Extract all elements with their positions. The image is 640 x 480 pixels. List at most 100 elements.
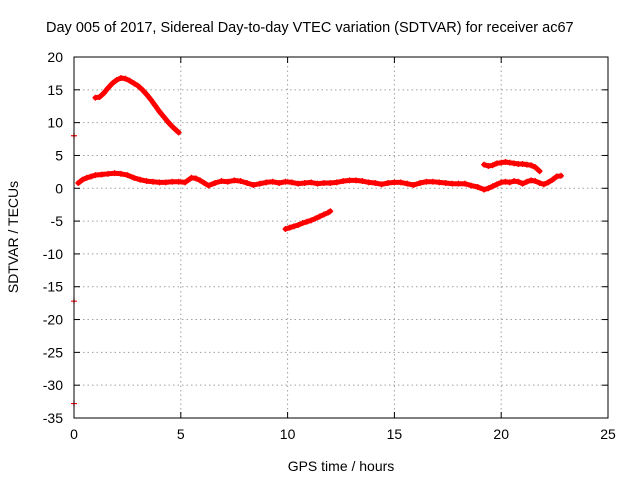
data-point <box>372 180 379 187</box>
data-point <box>188 174 195 181</box>
data-point <box>201 180 208 187</box>
data-point <box>442 180 449 187</box>
data-point <box>523 161 530 168</box>
data-point <box>489 183 496 190</box>
data-point <box>250 181 257 188</box>
data-point <box>263 179 270 186</box>
data-point <box>346 177 353 184</box>
data-point <box>276 180 283 187</box>
data-point <box>192 175 199 182</box>
data-point <box>79 176 86 183</box>
data-point <box>423 178 430 185</box>
data-point <box>327 180 334 187</box>
data-point <box>378 181 385 188</box>
data-point <box>461 180 468 187</box>
data-points <box>71 75 565 407</box>
y-tick-label: -15 <box>43 279 63 295</box>
data-point <box>117 75 124 82</box>
data-point <box>308 179 315 186</box>
data-point <box>175 178 182 185</box>
data-point <box>485 162 492 169</box>
data-point <box>404 180 411 187</box>
data-point <box>391 179 398 186</box>
data-point <box>553 173 560 180</box>
chart-title: Day 005 of 2017, Sidereal Day-to-day VTE… <box>46 20 574 36</box>
data-point <box>139 86 146 93</box>
data-point <box>359 178 366 185</box>
data-point <box>474 183 481 190</box>
data-point <box>143 178 150 185</box>
data-point <box>92 94 99 101</box>
y-tick-label: 20 <box>47 49 63 65</box>
y-tick-label: -20 <box>43 312 63 328</box>
data-point <box>83 174 90 181</box>
data-point <box>301 180 308 187</box>
series-baseline <box>75 170 565 193</box>
data-point <box>515 178 522 185</box>
x-tick-label: 25 <box>600 426 616 442</box>
data-point <box>211 180 218 187</box>
data-point <box>162 179 169 186</box>
data-point <box>511 178 518 185</box>
data-point <box>164 118 171 125</box>
data-point <box>449 180 456 187</box>
data-point <box>320 211 327 218</box>
data-point <box>410 181 417 188</box>
data-point <box>493 160 500 167</box>
data-point <box>485 185 492 192</box>
data-point <box>130 80 137 87</box>
series-arc-high-early <box>92 75 182 136</box>
data-point <box>111 170 118 177</box>
data-point <box>295 222 302 229</box>
series-segment-negative <box>282 208 334 232</box>
data-point <box>137 176 144 183</box>
data-point <box>365 179 372 186</box>
data-point <box>286 224 293 231</box>
x-axis-label: GPS time / hours <box>288 458 395 474</box>
series-segment-upper-late <box>481 159 543 175</box>
y-tick-label: 10 <box>47 115 63 131</box>
data-point <box>92 172 99 179</box>
data-point <box>175 129 182 136</box>
data-point <box>320 180 327 187</box>
data-point <box>549 176 556 183</box>
grid <box>74 57 608 418</box>
data-point <box>88 173 95 180</box>
y-axis-label: SDTVAR / TECUs <box>5 181 21 293</box>
data-point <box>282 225 289 232</box>
data-point <box>156 179 163 186</box>
data-point <box>558 172 565 179</box>
data-point <box>218 178 225 185</box>
axis-ticks: 0 5 10 15 20 25 20 15 10 5 0 -5 -10 -15 -20 -25 -30 -35 <box>43 49 616 442</box>
data-point <box>468 182 475 189</box>
data-point <box>98 171 105 178</box>
data-point <box>205 182 212 189</box>
y-tick-label: 5 <box>55 147 63 163</box>
data-point <box>536 168 543 175</box>
data-point <box>417 180 424 187</box>
x-tick-label: 0 <box>70 426 78 442</box>
x-tick-label: 20 <box>493 426 509 442</box>
data-point <box>105 170 112 177</box>
data-point <box>113 76 120 83</box>
data-point <box>436 179 443 186</box>
data-point <box>532 164 539 171</box>
y-tick-label: -35 <box>43 410 63 426</box>
data-point <box>96 94 103 101</box>
y-tick-label: -10 <box>43 246 63 262</box>
data-point <box>511 160 518 167</box>
data-point <box>224 178 231 185</box>
data-point <box>316 213 323 220</box>
data-point <box>528 177 535 184</box>
data-point <box>75 180 82 187</box>
data-point <box>282 178 289 185</box>
data-point <box>327 208 334 215</box>
data-point <box>481 186 488 193</box>
data-point <box>333 179 340 186</box>
x-tick-label: 5 <box>177 426 185 442</box>
data-point <box>182 179 189 186</box>
data-point <box>126 77 133 84</box>
data-point <box>291 223 298 230</box>
data-point <box>124 172 131 179</box>
data-point <box>498 159 505 166</box>
